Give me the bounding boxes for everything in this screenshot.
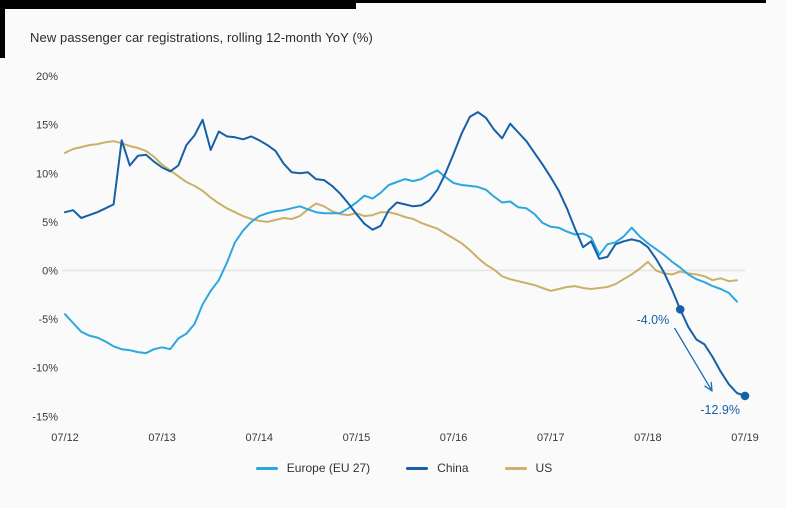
x-axis-tick-label: 07/14 [246,432,274,444]
y-axis-tick-label: 5% [42,217,58,229]
x-axis-tick-label: 07/18 [634,432,662,444]
series-line-us [64,140,738,292]
legend-item-china: China [406,461,469,475]
annotation-arrowhead [704,385,713,392]
europe-line-swatch-icon [255,466,278,470]
x-axis-tick-label: 07/13 [148,432,176,444]
china-marker-dot [740,391,750,401]
screen-edge-artifact-top-thin [356,0,766,3]
y-axis-tick-label: 20% [36,71,58,83]
legend-item-us: US [504,461,553,475]
y-axis-tick-label: -10% [32,363,58,375]
annotation-arrow [674,327,713,392]
x-axis-tick-label: 07/17 [537,432,565,444]
y-axis-tick-label: 10% [36,168,58,180]
screen-edge-artifact-left [0,0,5,58]
legend: Europe (EU 27) China US [0,461,786,475]
legend-item-europe: Europe (EU 27) [255,461,371,475]
x-axis-tick-label: 07/12 [51,432,79,444]
y-axis-tick-label: 15% [36,120,58,132]
series-line-europe-eu-27 [64,169,738,355]
screen-edge-artifact-top [0,0,356,9]
series-line-china [64,111,746,397]
x-axis-tick-label: 07/15 [343,432,371,444]
x-axis-tick-label: 07/19 [731,432,759,444]
china-marker-dot [675,305,685,314]
chart-title: New passenger car registrations, rolling… [30,30,373,45]
china-line-swatch-icon [406,466,429,470]
us-line-swatch-icon [504,466,527,470]
annotation-china-minus-4-0: -4.0% [636,313,670,328]
legend-label-europe: Europe (EU 27) [286,461,371,475]
y-axis-tick-label: 0% [42,266,58,278]
y-axis-tick-label: -15% [32,411,58,423]
y-axis-tick-label: -5% [38,314,58,326]
annotation-china-minus-12-9: -12.9% [700,402,740,417]
legend-label-us: US [535,461,553,475]
legend-label-china: China [437,461,469,475]
annotation-arrowhead [710,381,713,392]
x-axis-tick-label: 07/16 [440,432,468,444]
